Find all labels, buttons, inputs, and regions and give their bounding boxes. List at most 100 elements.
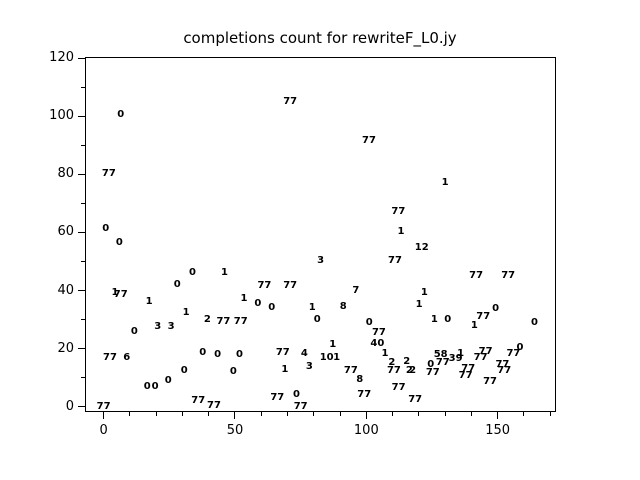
y-major-tick bbox=[78, 290, 85, 292]
data-point-label: 2 bbox=[403, 355, 411, 367]
data-point-label: 77 bbox=[96, 400, 111, 412]
data-point-label: 77 bbox=[275, 346, 290, 358]
data-point-label: 0 bbox=[199, 346, 207, 358]
data-point-label: 0 bbox=[188, 266, 196, 278]
data-point-label: 0 bbox=[313, 314, 321, 326]
x-minor-tick bbox=[181, 412, 183, 416]
x-minor-tick bbox=[155, 412, 157, 416]
data-point-label: 77 bbox=[102, 352, 117, 364]
chart-title: completions count for rewriteF_L0.jy bbox=[183, 29, 457, 47]
data-point-label: 2 bbox=[405, 364, 413, 376]
x-minor-tick bbox=[470, 412, 472, 416]
y-minor-tick bbox=[81, 261, 85, 263]
data-point-label: 77 bbox=[408, 394, 423, 406]
y-tick-label: 100 bbox=[49, 108, 74, 124]
data-point-label: 0 bbox=[492, 302, 500, 314]
data-point-label: 0 bbox=[254, 298, 262, 310]
data-point-label: 3 bbox=[317, 254, 325, 266]
data-point-label: 1 bbox=[397, 225, 405, 237]
x-minor-tick bbox=[287, 412, 289, 416]
data-point-label: 77 bbox=[497, 365, 512, 377]
data-point-label: 1 bbox=[182, 307, 190, 319]
data-point-label: 3 bbox=[305, 361, 313, 373]
data-point-label: 0 bbox=[115, 237, 123, 249]
data-point-label: 0 bbox=[444, 314, 452, 326]
data-point-label: 77 bbox=[191, 394, 206, 406]
data-point-label: 0 bbox=[130, 325, 138, 337]
data-point-label: 0 bbox=[235, 349, 243, 361]
x-tick-label: 150 bbox=[485, 423, 511, 438]
x-minor-tick bbox=[313, 412, 315, 416]
data-point-label: 0 bbox=[102, 222, 110, 234]
x-minor-tick bbox=[208, 412, 210, 416]
data-point-label: 0 bbox=[151, 381, 159, 393]
data-point-label: 3 bbox=[167, 320, 175, 332]
data-point-label: 0 bbox=[180, 364, 188, 376]
data-point-label: 77 bbox=[386, 364, 401, 376]
data-point-label: 77 bbox=[216, 316, 231, 328]
data-point-label: 2 bbox=[409, 364, 417, 376]
data-point-label: 10 bbox=[319, 351, 334, 363]
data-point-label: 39 bbox=[448, 353, 463, 365]
x-minor-tick bbox=[549, 412, 551, 416]
data-point-label: 1 bbox=[281, 363, 289, 375]
data-point-label: 0 bbox=[173, 278, 181, 290]
data-point-label: 77 bbox=[270, 392, 285, 404]
data-point-label: 77 bbox=[478, 345, 493, 357]
data-point-label: 77 bbox=[207, 399, 221, 411]
data-point-label: 40 bbox=[370, 338, 385, 350]
data-point-label: 1 bbox=[221, 266, 228, 278]
y-major-tick bbox=[78, 231, 85, 233]
data-point-label: 77 bbox=[495, 358, 510, 370]
data-point-label: 77 bbox=[458, 369, 473, 381]
x-minor-tick bbox=[129, 412, 131, 416]
data-point-label: 1 bbox=[457, 348, 465, 360]
data-point-label: 1 bbox=[308, 301, 316, 313]
data-point-label: 77 bbox=[435, 357, 450, 369]
data-point-label: 0 bbox=[530, 316, 538, 328]
data-point-label: 0 bbox=[365, 316, 373, 328]
data-point-label: 6 bbox=[123, 352, 131, 364]
data-point-label: 77 bbox=[506, 348, 521, 360]
data-point-label: 1 bbox=[145, 296, 153, 308]
data-point-label: 0 bbox=[268, 301, 276, 313]
x-major-tick bbox=[497, 412, 499, 419]
data-point-label: 0 bbox=[516, 342, 524, 354]
data-point-label: 8 bbox=[356, 374, 364, 386]
data-point-label: 77 bbox=[343, 364, 358, 376]
data-point-label: 0 bbox=[143, 381, 151, 393]
data-point-label: 0 bbox=[214, 349, 222, 361]
data-point-label: 77 bbox=[501, 269, 516, 281]
x-minor-tick bbox=[260, 412, 262, 416]
data-point-label: 77 bbox=[425, 366, 440, 378]
y-major-tick bbox=[78, 57, 85, 59]
y-minor-tick bbox=[81, 144, 85, 146]
data-point-label: 77 bbox=[357, 388, 372, 400]
plot-frame bbox=[85, 57, 556, 412]
data-point-label: 77 bbox=[461, 363, 476, 375]
data-point-label: 1 bbox=[441, 177, 449, 189]
data-point-label: 77 bbox=[283, 279, 298, 291]
y-minor-tick bbox=[81, 377, 85, 379]
y-tick-label: 0 bbox=[65, 398, 74, 414]
data-point-label: 2 bbox=[203, 313, 211, 325]
data-point-label: 77 bbox=[233, 316, 248, 328]
x-major-tick bbox=[234, 412, 236, 419]
data-point-label: 1 bbox=[333, 351, 341, 363]
x-tick-label: 50 bbox=[226, 423, 244, 438]
data-point-label: 77 bbox=[391, 205, 406, 217]
data-point-label: 77 bbox=[113, 288, 128, 300]
x-major-tick bbox=[103, 412, 105, 419]
data-point-label: 58 bbox=[433, 349, 448, 361]
y-major-tick bbox=[78, 173, 85, 175]
x-tick-label: 0 bbox=[99, 423, 108, 438]
x-minor-tick bbox=[339, 412, 341, 416]
y-tick-label: 80 bbox=[57, 166, 74, 182]
data-point-label: 77 bbox=[473, 351, 488, 363]
y-tick-label: 20 bbox=[57, 340, 74, 356]
data-point-label: 77 bbox=[476, 311, 491, 323]
data-point-label: 77 bbox=[361, 134, 376, 146]
y-tick-label: 120 bbox=[49, 50, 74, 66]
data-point-label: 0 bbox=[229, 366, 237, 378]
